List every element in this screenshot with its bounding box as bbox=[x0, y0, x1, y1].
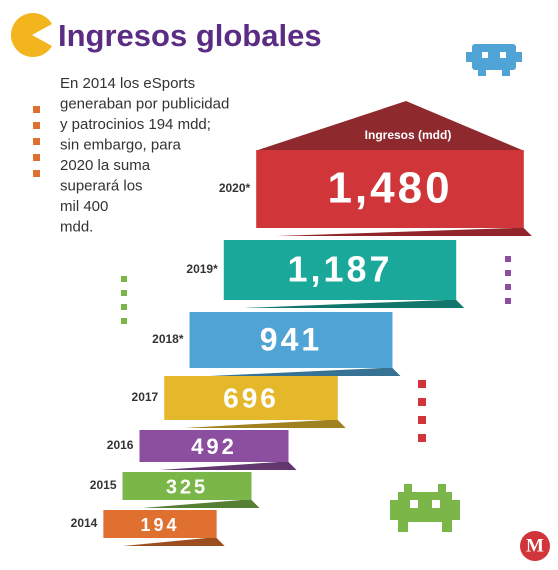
bar bbox=[223, 240, 457, 300]
bar-fold bbox=[209, 368, 401, 376]
category-label: 2018* bbox=[152, 332, 184, 346]
description-line: mil 400 bbox=[60, 198, 108, 215]
logo bbox=[520, 531, 550, 561]
description: En 2014 los eSports generaban por publici… bbox=[60, 75, 229, 236]
description-line: superará los bbox=[60, 177, 143, 194]
bars: 194 2014 325 2015 492 2016 696 2017 941 2018* 1,18… bbox=[71, 150, 532, 546]
value-label: 1,187 bbox=[287, 249, 392, 290]
bar-fold bbox=[159, 462, 297, 470]
invader-icon bbox=[466, 44, 522, 76]
category-label: 2016 bbox=[107, 438, 134, 452]
category-label: 2020* bbox=[219, 181, 251, 195]
category-label: 2015 bbox=[90, 478, 117, 492]
description-line: sin embargo, para bbox=[60, 136, 182, 153]
value-label: 492 bbox=[191, 434, 237, 459]
bar-fold bbox=[142, 500, 260, 508]
bar-fold bbox=[243, 300, 465, 308]
value-label: 325 bbox=[166, 476, 208, 498]
value-label: 194 bbox=[140, 515, 179, 535]
bar bbox=[122, 472, 252, 500]
invader-icon bbox=[390, 484, 460, 532]
bar bbox=[139, 430, 289, 462]
logo-text: M bbox=[526, 535, 544, 556]
header-label: Ingresos (mdd) bbox=[365, 128, 452, 142]
description-line: mdd. bbox=[60, 218, 93, 235]
pacman-icon bbox=[10, 13, 53, 58]
bar bbox=[103, 510, 217, 538]
bar bbox=[189, 312, 393, 368]
bar-fold bbox=[184, 420, 346, 428]
description-line: 2020 la suma bbox=[60, 157, 151, 174]
chart-title: Ingresos globales bbox=[58, 18, 322, 53]
value-label: 941 bbox=[260, 321, 322, 357]
description-line: generaban por publicidad bbox=[60, 95, 229, 112]
category-label: 2019* bbox=[186, 262, 218, 276]
value-label: 1,480 bbox=[327, 164, 452, 213]
category-label: 2017 bbox=[132, 390, 159, 404]
value-label: 696 bbox=[223, 382, 279, 413]
bar bbox=[164, 376, 338, 420]
description-line: y patrocinios 194 mdd; bbox=[60, 116, 211, 133]
dots-decoration bbox=[33, 106, 511, 442]
description-line: En 2014 los eSports bbox=[60, 75, 195, 92]
bar-fold bbox=[123, 538, 225, 546]
bar bbox=[256, 150, 524, 228]
header-roof bbox=[258, 101, 522, 150]
bar-fold bbox=[276, 228, 532, 236]
category-label: 2014 bbox=[71, 516, 98, 530]
